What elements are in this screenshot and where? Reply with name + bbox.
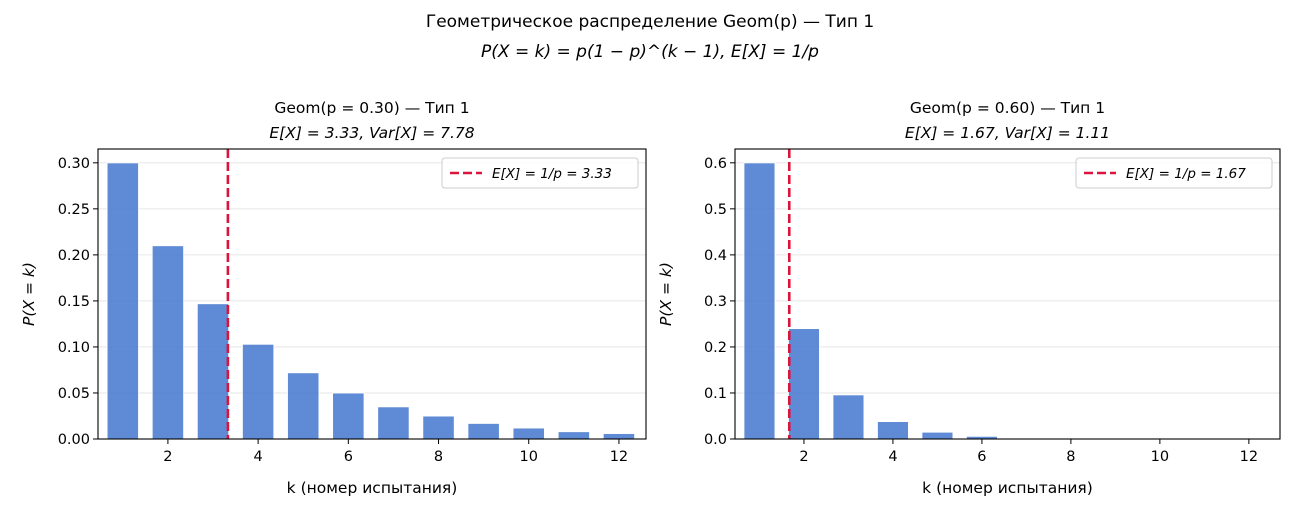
y-tick-label: 0.00 [58,432,90,448]
bar-k2 [151,245,185,440]
bar-k3 [196,303,230,440]
bar-k7 [377,406,410,440]
legend-box [1075,157,1273,189]
bar-k2 [787,328,821,440]
y-tick-label: 0.1 [704,386,727,402]
y-tick-label: 0.30 [58,156,90,172]
x-tick-label: 6 [344,449,353,465]
panel-title: Geom(p = 0.60) — Тип 1 [910,99,1105,117]
panel-subtitle: E[X] = 1.67, Var[X] = 1.11 [905,124,1110,142]
chart-panel-p030: Geom(p = 0.30) — Тип 1 E[X] = 3.33, Var[X… [20,99,647,497]
x-tick-label: 4 [888,449,897,465]
bar-k10 [512,427,546,440]
x-tick-label: 12 [1240,449,1258,465]
y-axis-label: P(X = k) [657,262,675,326]
bar-k5 [921,431,954,440]
figure-suptitle-line1: Геометрическое распределение Geom(p) — Т… [426,12,874,32]
y-tick-label: 0.2 [704,340,727,356]
bar-k1 [106,162,140,440]
chart-panel-p060: Geom(p = 0.60) — Тип 1 E[X] = 1.67, Var[X… [657,99,1281,497]
y-tick-label: 0.3 [704,294,727,310]
legend-label: E[X] = 1/p = 3.33 [492,166,612,182]
y-tick-label: 0.4 [704,248,727,264]
x-tick-label: 8 [1066,449,1075,465]
y-tick-label: 0.0 [704,432,727,448]
bar-k1 [743,162,776,440]
figure-suptitle-line2: P(X = k) = p(1 − p)^(k − 1), E[X] = 1/p [481,42,819,62]
bar-k3 [832,394,865,440]
axes-frame [97,148,647,440]
x-tick-label: 10 [520,449,538,465]
bar-k12 [602,432,636,440]
legend-label: E[X] = 1/p = 1.67 [1126,166,1246,182]
panel-subtitle: E[X] = 3.33, Var[X] = 7.78 [269,124,474,142]
x-axis-label: k (номер испытания) [287,479,458,497]
bar-k9 [467,422,500,440]
y-tick-label: 0.20 [58,248,90,264]
x-tick-label: 8 [434,449,443,465]
x-tick-label: 4 [253,449,262,465]
y-tick-label: 0.6 [704,156,727,172]
y-tick-label: 0.25 [58,202,90,218]
y-tick-label: 0.10 [58,340,90,356]
x-axis-label: k (номер испытания) [922,479,1093,497]
y-tick-label: 0.05 [58,386,90,402]
bar-k6 [332,392,365,440]
bar-k5 [286,372,320,440]
y-axis-label: P(X = k) [20,262,38,326]
bar-k11 [557,431,591,440]
x-tick-label: 2 [163,449,172,465]
bar-k4 [876,421,910,440]
legend-box [441,157,639,189]
bar-k8 [422,415,455,440]
x-tick-label: 6 [977,449,986,465]
panel-title: Geom(p = 0.30) — Тип 1 [274,99,469,117]
y-tick-label: 0.15 [58,294,90,310]
x-tick-label: 10 [1151,449,1169,465]
bar-k4 [241,343,275,440]
x-tick-label: 2 [799,449,808,465]
x-tick-label: 12 [610,449,628,465]
y-tick-label: 0.5 [704,202,727,218]
axes-frame [734,148,1281,440]
